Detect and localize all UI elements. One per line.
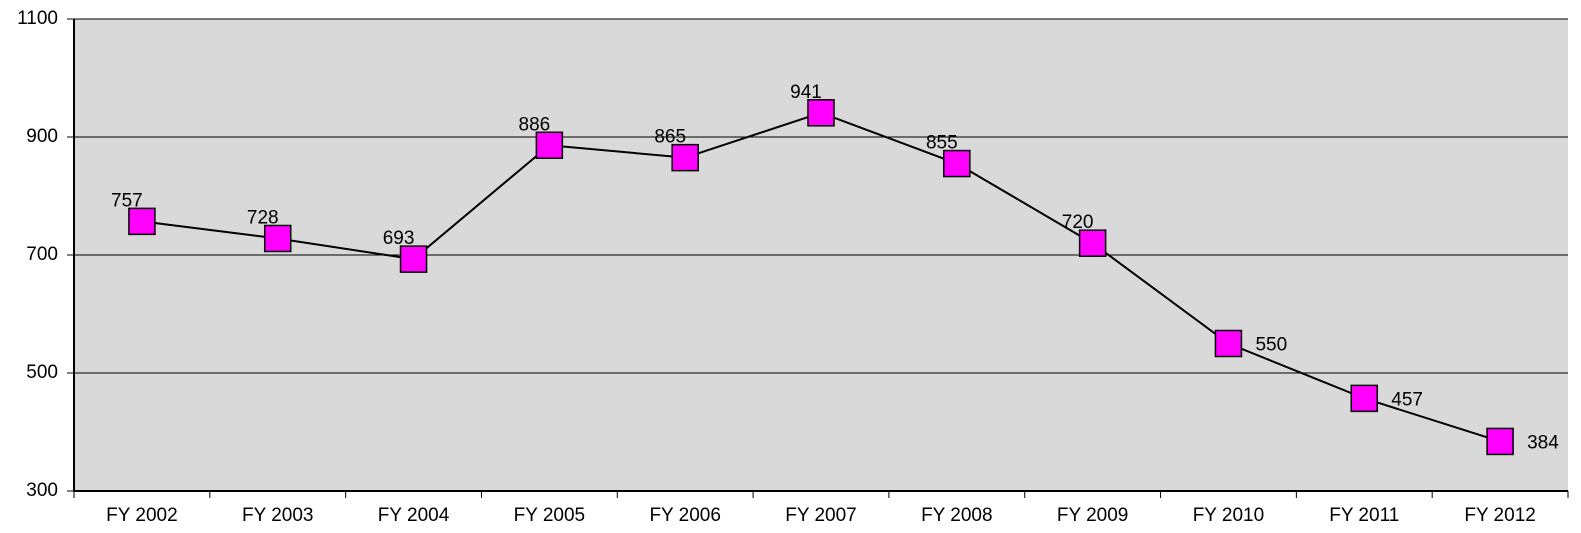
data-marker (1214, 329, 1243, 358)
data-marker (399, 245, 428, 273)
y-tick-label: 700 (26, 244, 58, 265)
x-tick-label: FY 2011 (1329, 505, 1399, 526)
data-label: 720 (1062, 212, 1094, 233)
x-tick-label: FY 2009 (1057, 505, 1128, 526)
x-tick-label: FY 2006 (649, 505, 720, 526)
data-marker (943, 149, 971, 178)
y-tick-label: 300 (26, 480, 58, 501)
data-label: 550 (1255, 335, 1287, 356)
y-tick-label: 500 (26, 362, 58, 383)
data-label: 384 (1527, 432, 1559, 453)
data-label: 693 (383, 228, 415, 249)
x-tick-label: FY 2002 (106, 505, 177, 526)
data-label: 886 (519, 114, 551, 135)
data-label: 941 (790, 82, 822, 103)
x-tick-label: FY 2003 (242, 505, 313, 526)
data-label: 865 (654, 127, 686, 148)
data-marker (1350, 384, 1379, 413)
data-label: 855 (926, 133, 958, 154)
x-tick-label: FY 2010 (1193, 505, 1264, 526)
data-label: 728 (247, 207, 279, 228)
data-marker (1486, 427, 1514, 456)
y-tick-label: 1100 (17, 8, 58, 29)
data-label: 757 (111, 190, 143, 211)
data-marker (671, 143, 699, 172)
x-tick-label: FY 2007 (785, 505, 856, 526)
data-marker (535, 131, 564, 160)
x-tick-label: FY 2012 (1464, 505, 1535, 526)
y-tick-label: 900 (26, 126, 58, 147)
data-marker (1078, 229, 1107, 257)
data-marker (263, 224, 292, 253)
x-tick-label: FY 2008 (921, 505, 992, 526)
data-label: 457 (1391, 389, 1423, 410)
x-tick-label: FY 2005 (514, 505, 585, 526)
x-tick-label: FY 2004 (378, 505, 450, 526)
data-marker (128, 207, 156, 236)
data-marker (807, 99, 835, 127)
